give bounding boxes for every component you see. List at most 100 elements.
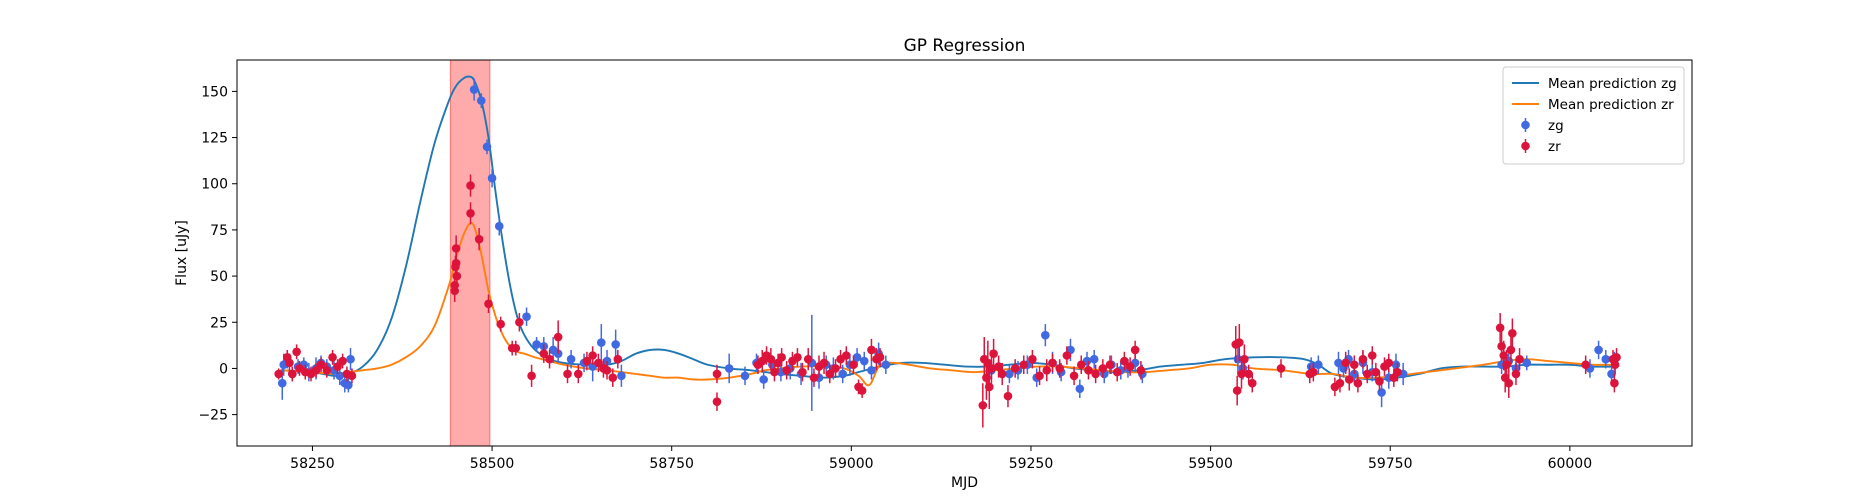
data-point (849, 355, 858, 374)
legend-label: zr (1548, 139, 1561, 155)
data-point (1084, 361, 1093, 380)
marker (594, 358, 603, 368)
data-point (322, 362, 332, 378)
chart-title: GP Regression (904, 36, 1026, 56)
marker (566, 354, 576, 364)
marker (875, 353, 885, 362)
marker (1515, 354, 1524, 364)
data-point (1344, 368, 1354, 391)
marker (452, 271, 462, 281)
data-point (469, 78, 479, 101)
legend-entry-mean-prediction-zr: Mean prediction zr (1512, 97, 1674, 113)
marker (989, 349, 998, 358)
legend-marker-swatch (1521, 141, 1530, 151)
data-point (809, 368, 819, 387)
marker (1240, 354, 1249, 364)
marker (1276, 364, 1286, 373)
data-point (573, 364, 583, 384)
marker (1314, 360, 1323, 370)
marker (798, 367, 807, 377)
marker (1232, 386, 1242, 395)
data-point (1098, 359, 1108, 378)
x-tick-label: 58500 (470, 456, 515, 472)
data-point (466, 174, 475, 197)
data-point (777, 348, 786, 367)
data-point (1371, 362, 1381, 382)
data-point (978, 383, 988, 428)
marker (333, 362, 342, 371)
marker (1504, 378, 1514, 388)
data-point (596, 324, 606, 362)
marker (1084, 365, 1093, 375)
legend-entry-zr: zr (1521, 139, 1561, 155)
data-point (1244, 364, 1253, 384)
series-zr (274, 174, 1621, 428)
data-point (532, 337, 541, 352)
legend-label: zg (1548, 118, 1564, 134)
marker (1362, 369, 1372, 379)
data-point (494, 216, 504, 236)
marker (328, 353, 337, 362)
data-point (770, 362, 779, 382)
marker (522, 312, 531, 322)
marker (469, 85, 479, 94)
data-point (611, 329, 620, 360)
marker (563, 369, 572, 379)
marker (487, 173, 497, 183)
marker (825, 369, 835, 379)
data-point (867, 338, 876, 362)
data-point (759, 370, 768, 389)
marker (857, 386, 867, 395)
marker (1089, 354, 1099, 364)
marker (1042, 365, 1052, 375)
data-point (1601, 349, 1611, 369)
y-axis-label: Flux [uJy] (174, 220, 190, 286)
marker (527, 371, 536, 381)
data-point (1010, 359, 1020, 378)
marker (573, 369, 583, 379)
marker (602, 365, 612, 375)
marker (1244, 369, 1253, 379)
data-point (1375, 372, 1384, 391)
marker (1391, 360, 1401, 370)
marker (1003, 391, 1013, 401)
data-point (316, 357, 326, 373)
marker (842, 351, 851, 360)
marker (494, 221, 504, 231)
data-point (347, 368, 357, 384)
marker (838, 369, 848, 379)
marker (1349, 360, 1359, 370)
marker (809, 373, 819, 382)
data-point (1019, 355, 1029, 374)
x-tick-label: 59500 (1188, 456, 1233, 472)
data-point (563, 364, 572, 384)
data-point (588, 346, 597, 365)
data-point (1091, 364, 1100, 384)
y-tick-label: 25 (210, 315, 228, 331)
marker (588, 351, 597, 360)
data-point (311, 362, 321, 378)
marker (292, 347, 301, 357)
data-point (274, 368, 283, 380)
data-point (1005, 364, 1014, 384)
y-tick-label: 0 (219, 361, 228, 377)
data-point (1502, 349, 1511, 380)
marker (1005, 369, 1014, 379)
marker (285, 358, 294, 368)
data-point (740, 366, 750, 386)
marker (1125, 362, 1135, 371)
legend-box (1502, 66, 1685, 165)
data-point (1125, 357, 1135, 376)
marker (1010, 364, 1020, 373)
x-tick-label: 59750 (1368, 456, 1413, 472)
marker (740, 371, 750, 381)
data-point (1610, 373, 1619, 393)
x-tick-label: 58250 (290, 456, 335, 472)
marker (867, 345, 876, 355)
data-point (1062, 346, 1072, 365)
marker (1019, 360, 1029, 370)
marker (831, 364, 840, 373)
marker (515, 317, 524, 327)
data-point (1495, 313, 1505, 343)
marker (1136, 365, 1146, 375)
